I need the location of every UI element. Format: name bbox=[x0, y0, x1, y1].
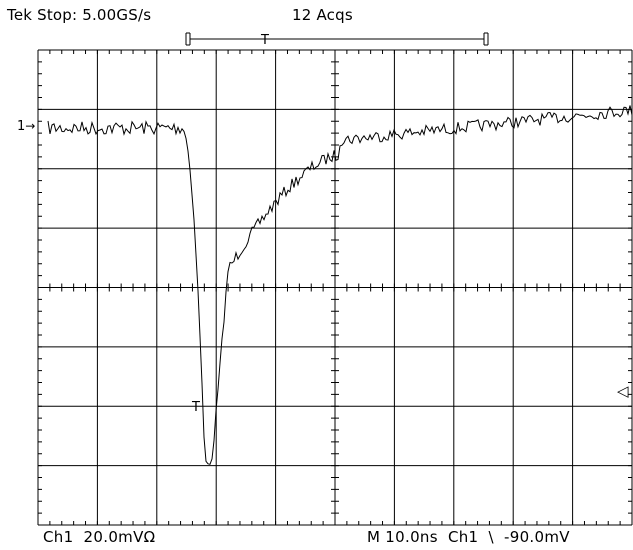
ch1-marker-label: 1 bbox=[17, 119, 26, 134]
trigger-point-marker: T bbox=[191, 400, 200, 415]
ch1-ground-marker: 1→ bbox=[17, 119, 36, 134]
acquisition-status: Tek Stop: 5.00GS/s bbox=[7, 6, 152, 24]
acquisition-count: 12 Acqs bbox=[292, 6, 353, 24]
timebase-trigger-readout: M 10.0ns Ch1 \ -90.0mV bbox=[367, 528, 570, 546]
ch1-waveform bbox=[47, 105, 633, 465]
graticule bbox=[37, 49, 633, 526]
trigger-position-marker: T bbox=[260, 33, 269, 48]
ch1-marker-arrow-icon: → bbox=[25, 119, 36, 133]
channel-scale-readout: Ch1 20.0mVΩ bbox=[43, 528, 156, 546]
record-position-bracket bbox=[185, 32, 489, 46]
trigger-level-icon: ◁ bbox=[617, 382, 629, 400]
